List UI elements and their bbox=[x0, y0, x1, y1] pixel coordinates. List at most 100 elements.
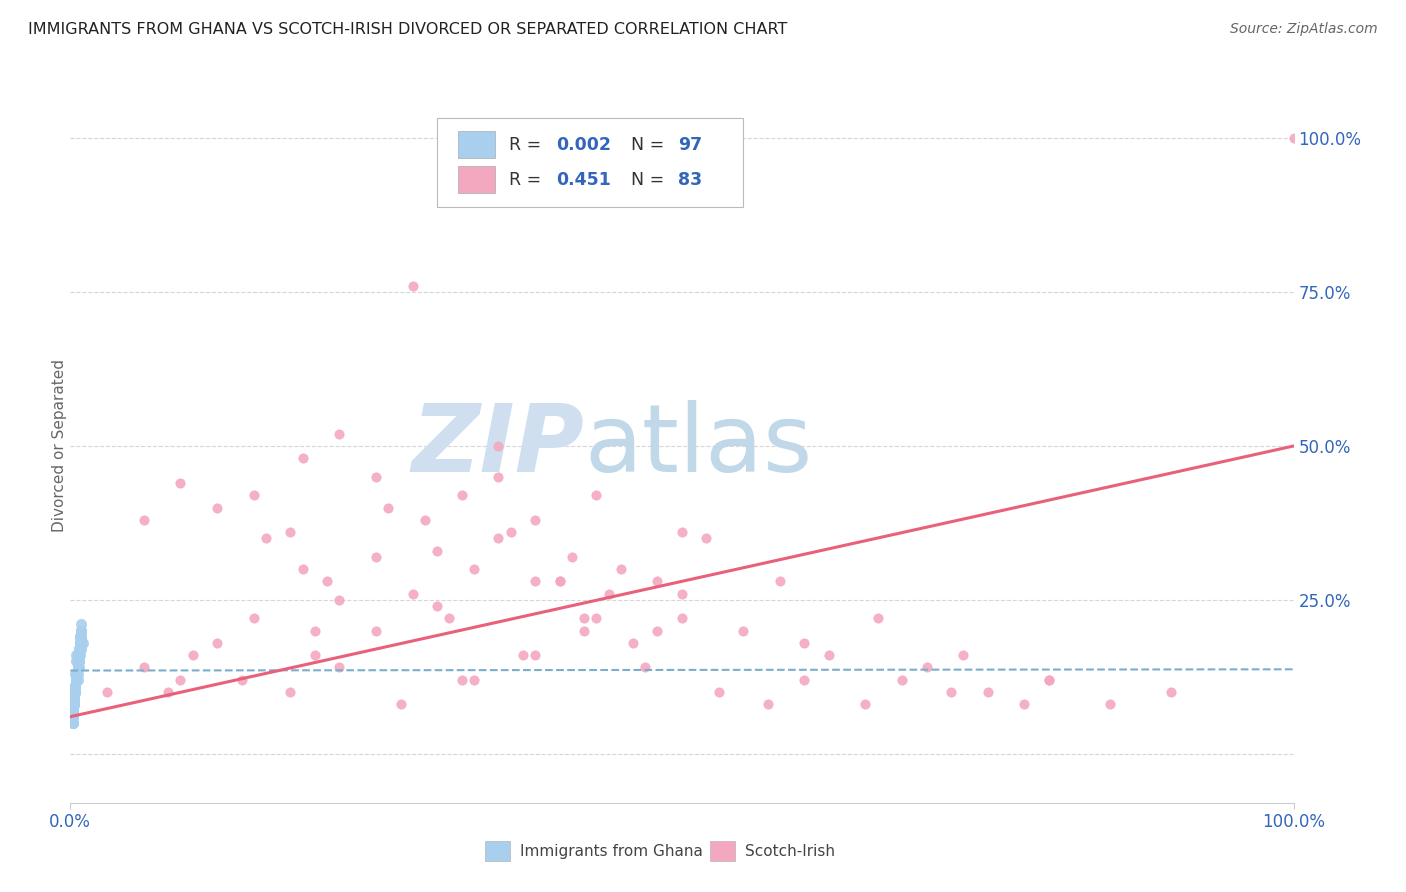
Text: ZIP: ZIP bbox=[411, 400, 583, 492]
Point bbox=[733, 624, 755, 638]
Point bbox=[63, 698, 86, 712]
Point bbox=[952, 648, 974, 662]
Point bbox=[488, 531, 510, 545]
Point bbox=[366, 624, 388, 638]
Text: R =: R = bbox=[509, 171, 547, 189]
Point bbox=[610, 562, 633, 576]
Point bbox=[891, 673, 914, 687]
Point bbox=[548, 574, 571, 589]
Point bbox=[62, 715, 84, 730]
Point bbox=[231, 673, 253, 687]
Point bbox=[69, 630, 91, 644]
Point bbox=[63, 685, 86, 699]
Point bbox=[205, 500, 228, 515]
Point bbox=[132, 513, 155, 527]
Text: Immigrants from Ghana: Immigrants from Ghana bbox=[520, 845, 703, 859]
Point bbox=[67, 648, 90, 662]
Y-axis label: Divorced or Separated: Divorced or Separated bbox=[52, 359, 66, 533]
Point bbox=[1038, 673, 1060, 687]
Point bbox=[63, 698, 86, 712]
Text: 0.451: 0.451 bbox=[555, 171, 610, 189]
Point bbox=[1099, 698, 1122, 712]
Point bbox=[243, 488, 266, 502]
Text: N =: N = bbox=[620, 136, 669, 153]
Point bbox=[96, 685, 118, 699]
Point bbox=[548, 574, 571, 589]
Point bbox=[69, 636, 91, 650]
Point bbox=[402, 587, 425, 601]
Point bbox=[328, 592, 350, 607]
Point bbox=[69, 630, 91, 644]
Point bbox=[769, 574, 792, 589]
Point bbox=[855, 698, 877, 712]
Point bbox=[572, 611, 595, 625]
Point bbox=[70, 624, 93, 638]
Point bbox=[69, 648, 91, 662]
Point bbox=[66, 648, 89, 662]
Point bbox=[450, 488, 472, 502]
Point bbox=[69, 636, 91, 650]
Point bbox=[66, 654, 89, 668]
Point bbox=[69, 630, 91, 644]
Point bbox=[63, 685, 86, 699]
Point bbox=[66, 654, 89, 668]
Point bbox=[70, 630, 93, 644]
Point bbox=[63, 666, 86, 681]
Point bbox=[488, 439, 510, 453]
Point bbox=[621, 636, 644, 650]
Point bbox=[450, 673, 472, 687]
Point bbox=[66, 660, 89, 674]
Point bbox=[63, 691, 86, 706]
Point bbox=[65, 666, 87, 681]
Point bbox=[169, 673, 191, 687]
Point bbox=[671, 587, 693, 601]
Point bbox=[572, 624, 595, 638]
Point bbox=[254, 531, 277, 545]
Point bbox=[671, 525, 693, 540]
Point bbox=[671, 611, 693, 625]
Point bbox=[463, 673, 485, 687]
FancyBboxPatch shape bbox=[458, 166, 495, 194]
Point bbox=[243, 611, 266, 625]
Point bbox=[439, 611, 461, 625]
Point bbox=[524, 648, 547, 662]
Point bbox=[634, 660, 657, 674]
Point bbox=[67, 642, 90, 657]
Point bbox=[63, 679, 86, 693]
Point bbox=[70, 642, 93, 657]
Point bbox=[65, 673, 87, 687]
Point bbox=[66, 666, 89, 681]
Point bbox=[157, 685, 180, 699]
Text: Scotch-Irish: Scotch-Irish bbox=[745, 845, 835, 859]
Point bbox=[389, 698, 412, 712]
Point bbox=[817, 648, 839, 662]
Point bbox=[499, 525, 522, 540]
Point bbox=[66, 654, 89, 668]
Point bbox=[66, 660, 89, 674]
Point bbox=[65, 673, 87, 687]
Point bbox=[67, 648, 90, 662]
Point bbox=[756, 698, 779, 712]
Point bbox=[67, 648, 90, 662]
Point bbox=[647, 624, 669, 638]
Point bbox=[328, 660, 350, 674]
Point bbox=[67, 648, 90, 662]
Point bbox=[366, 469, 388, 483]
Point bbox=[62, 709, 84, 723]
Point bbox=[65, 654, 87, 668]
Point bbox=[524, 574, 547, 589]
FancyBboxPatch shape bbox=[437, 118, 744, 207]
Point bbox=[70, 624, 93, 638]
Point bbox=[939, 685, 962, 699]
Point bbox=[426, 599, 449, 613]
Point bbox=[63, 698, 86, 712]
Point bbox=[66, 673, 89, 687]
Point bbox=[65, 673, 87, 687]
Point bbox=[67, 660, 90, 674]
Point bbox=[280, 685, 302, 699]
Text: 83: 83 bbox=[678, 171, 703, 189]
Text: Source: ZipAtlas.com: Source: ZipAtlas.com bbox=[1230, 22, 1378, 37]
Text: 0.002: 0.002 bbox=[555, 136, 612, 153]
Point bbox=[63, 685, 86, 699]
Point bbox=[181, 648, 204, 662]
